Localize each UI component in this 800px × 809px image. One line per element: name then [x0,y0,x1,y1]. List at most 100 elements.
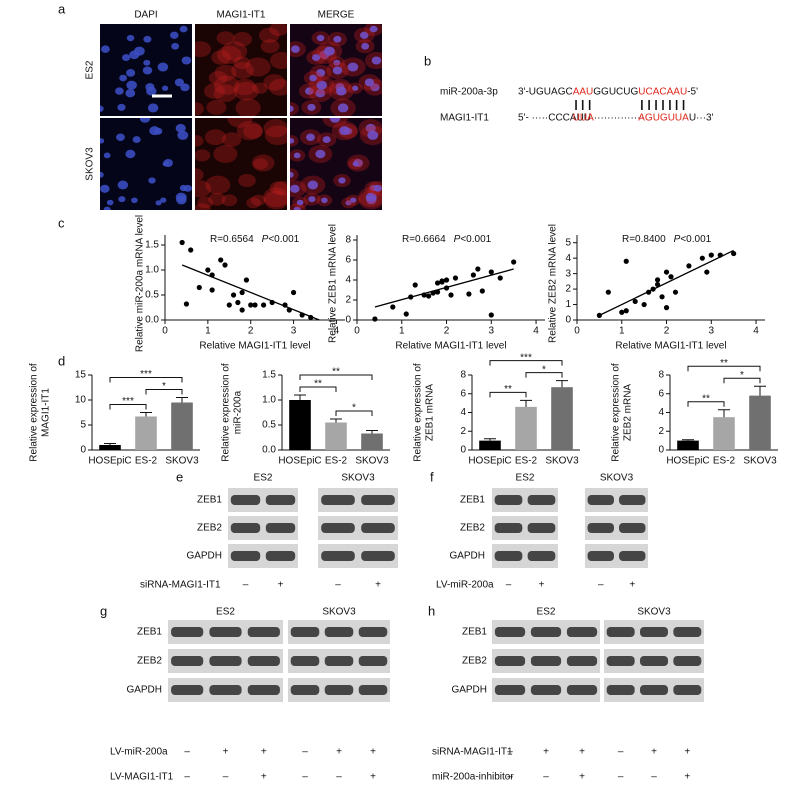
data-point [619,309,625,315]
y-tick-label: 2 [460,426,466,437]
nucleus [351,85,359,91]
significance-label: * [740,370,744,381]
micrograph [290,24,382,116]
significance-bracket [687,365,761,372]
data-point [605,289,611,295]
data-point [209,272,215,278]
p-value: <0.001 [460,234,491,245]
blot-band [209,627,242,637]
x-tick-label: HOSEpiC [666,456,709,467]
nucleus [117,103,126,111]
treatment-sign: – [618,747,624,758]
significance-bracket [687,401,725,407]
treatment-sign: + [261,747,267,758]
treatment-sign: – [543,772,549,783]
data-point [659,294,665,300]
data-point [439,278,445,284]
cells [195,118,287,210]
y-axis-label: Relative expression of [611,363,622,462]
significance-label: ** [332,367,340,378]
row-label: ZEB2 [137,656,162,667]
cytoplasm [273,181,287,196]
sequence-segment: U···3' [689,113,714,124]
blot-band [673,656,702,666]
panel-label: e [176,469,183,484]
nucleus [100,184,110,193]
nucleus [369,25,378,33]
cytoplasm [233,78,256,96]
x-tick-label: 0 [162,326,168,337]
error-bar [484,438,496,441]
group-header: SKOV3 [322,607,356,618]
cells [290,24,382,116]
data-point [650,286,656,292]
blot-band [247,656,280,666]
p-symbol: P [674,234,681,245]
data-point [731,250,737,257]
error-bar [366,430,378,434]
blot-band [290,627,320,637]
y-tick-label: 5 [565,237,571,248]
r-value: R=0.8400 [622,234,666,245]
significance-bracket [109,377,183,383]
error-bar [520,399,532,407]
error-bar [176,397,188,403]
micrograph-bg [195,24,287,116]
treatment-sign: + [539,580,545,591]
group-header: SKOV3 [341,473,375,484]
x-tick-label: ES-2 [325,456,348,467]
nucleus [315,89,326,98]
row-label: ZEB2 [460,523,485,534]
treatment-sign: – [651,772,657,783]
treatment-sign: + [370,747,376,758]
x-tick-label: SKOV3 [165,456,199,467]
x-tick-label: 0 [574,326,580,337]
data-point [654,277,661,283]
blot-band [171,656,204,666]
blot-band [640,627,668,637]
sequence-segment: ··············· [594,113,644,124]
blot-band [358,685,388,695]
treatment-name: siRNA-MAGI1-IT1 [140,580,221,591]
nucleus [305,87,314,95]
sequence-segment: UCACAAU [638,87,687,98]
x-tick-label: 4 [334,326,340,337]
annotation: R=0.8400 P<0.001 [622,234,712,245]
row-label: ZEB1 [460,495,485,506]
cytoplasm [195,180,212,198]
sequence-segment: -5' [687,87,698,98]
nucleus [336,86,347,96]
nucleus [324,46,335,56]
y-tick-label: 8 [460,370,466,381]
nucleus [161,85,169,91]
treatment-sign: – [302,772,308,783]
blot-band [171,627,204,637]
y-tick-label: 4 [658,407,664,418]
y-tick-label: 0.5 [145,290,159,301]
x-tick-label: ES-2 [135,456,158,467]
y-tick-label: 0.0 [145,315,159,326]
trendline [599,249,734,316]
blot-band [673,627,702,637]
error-bar [754,385,766,396]
nucleus [290,105,294,112]
data-point [412,282,418,288]
bar [677,440,699,450]
nucleus [175,123,186,133]
cytoplasm [236,121,263,141]
cytoplasm [231,61,254,79]
column-header: MERGE [318,10,355,21]
nucleus [155,200,162,206]
blot-band [494,523,523,533]
sequence-segment: AAU [573,87,594,98]
micrograph [100,118,192,210]
nucleus [171,42,180,50]
y-tick-label: 1.5 [262,370,276,381]
error-bar [556,380,568,388]
y-tick-label: 4 [565,253,571,264]
data-point [488,312,494,318]
row-label: ZEB2 [462,656,487,667]
cytoplasm [246,197,261,209]
cytoplasm [213,145,238,163]
nucleus [146,86,157,96]
